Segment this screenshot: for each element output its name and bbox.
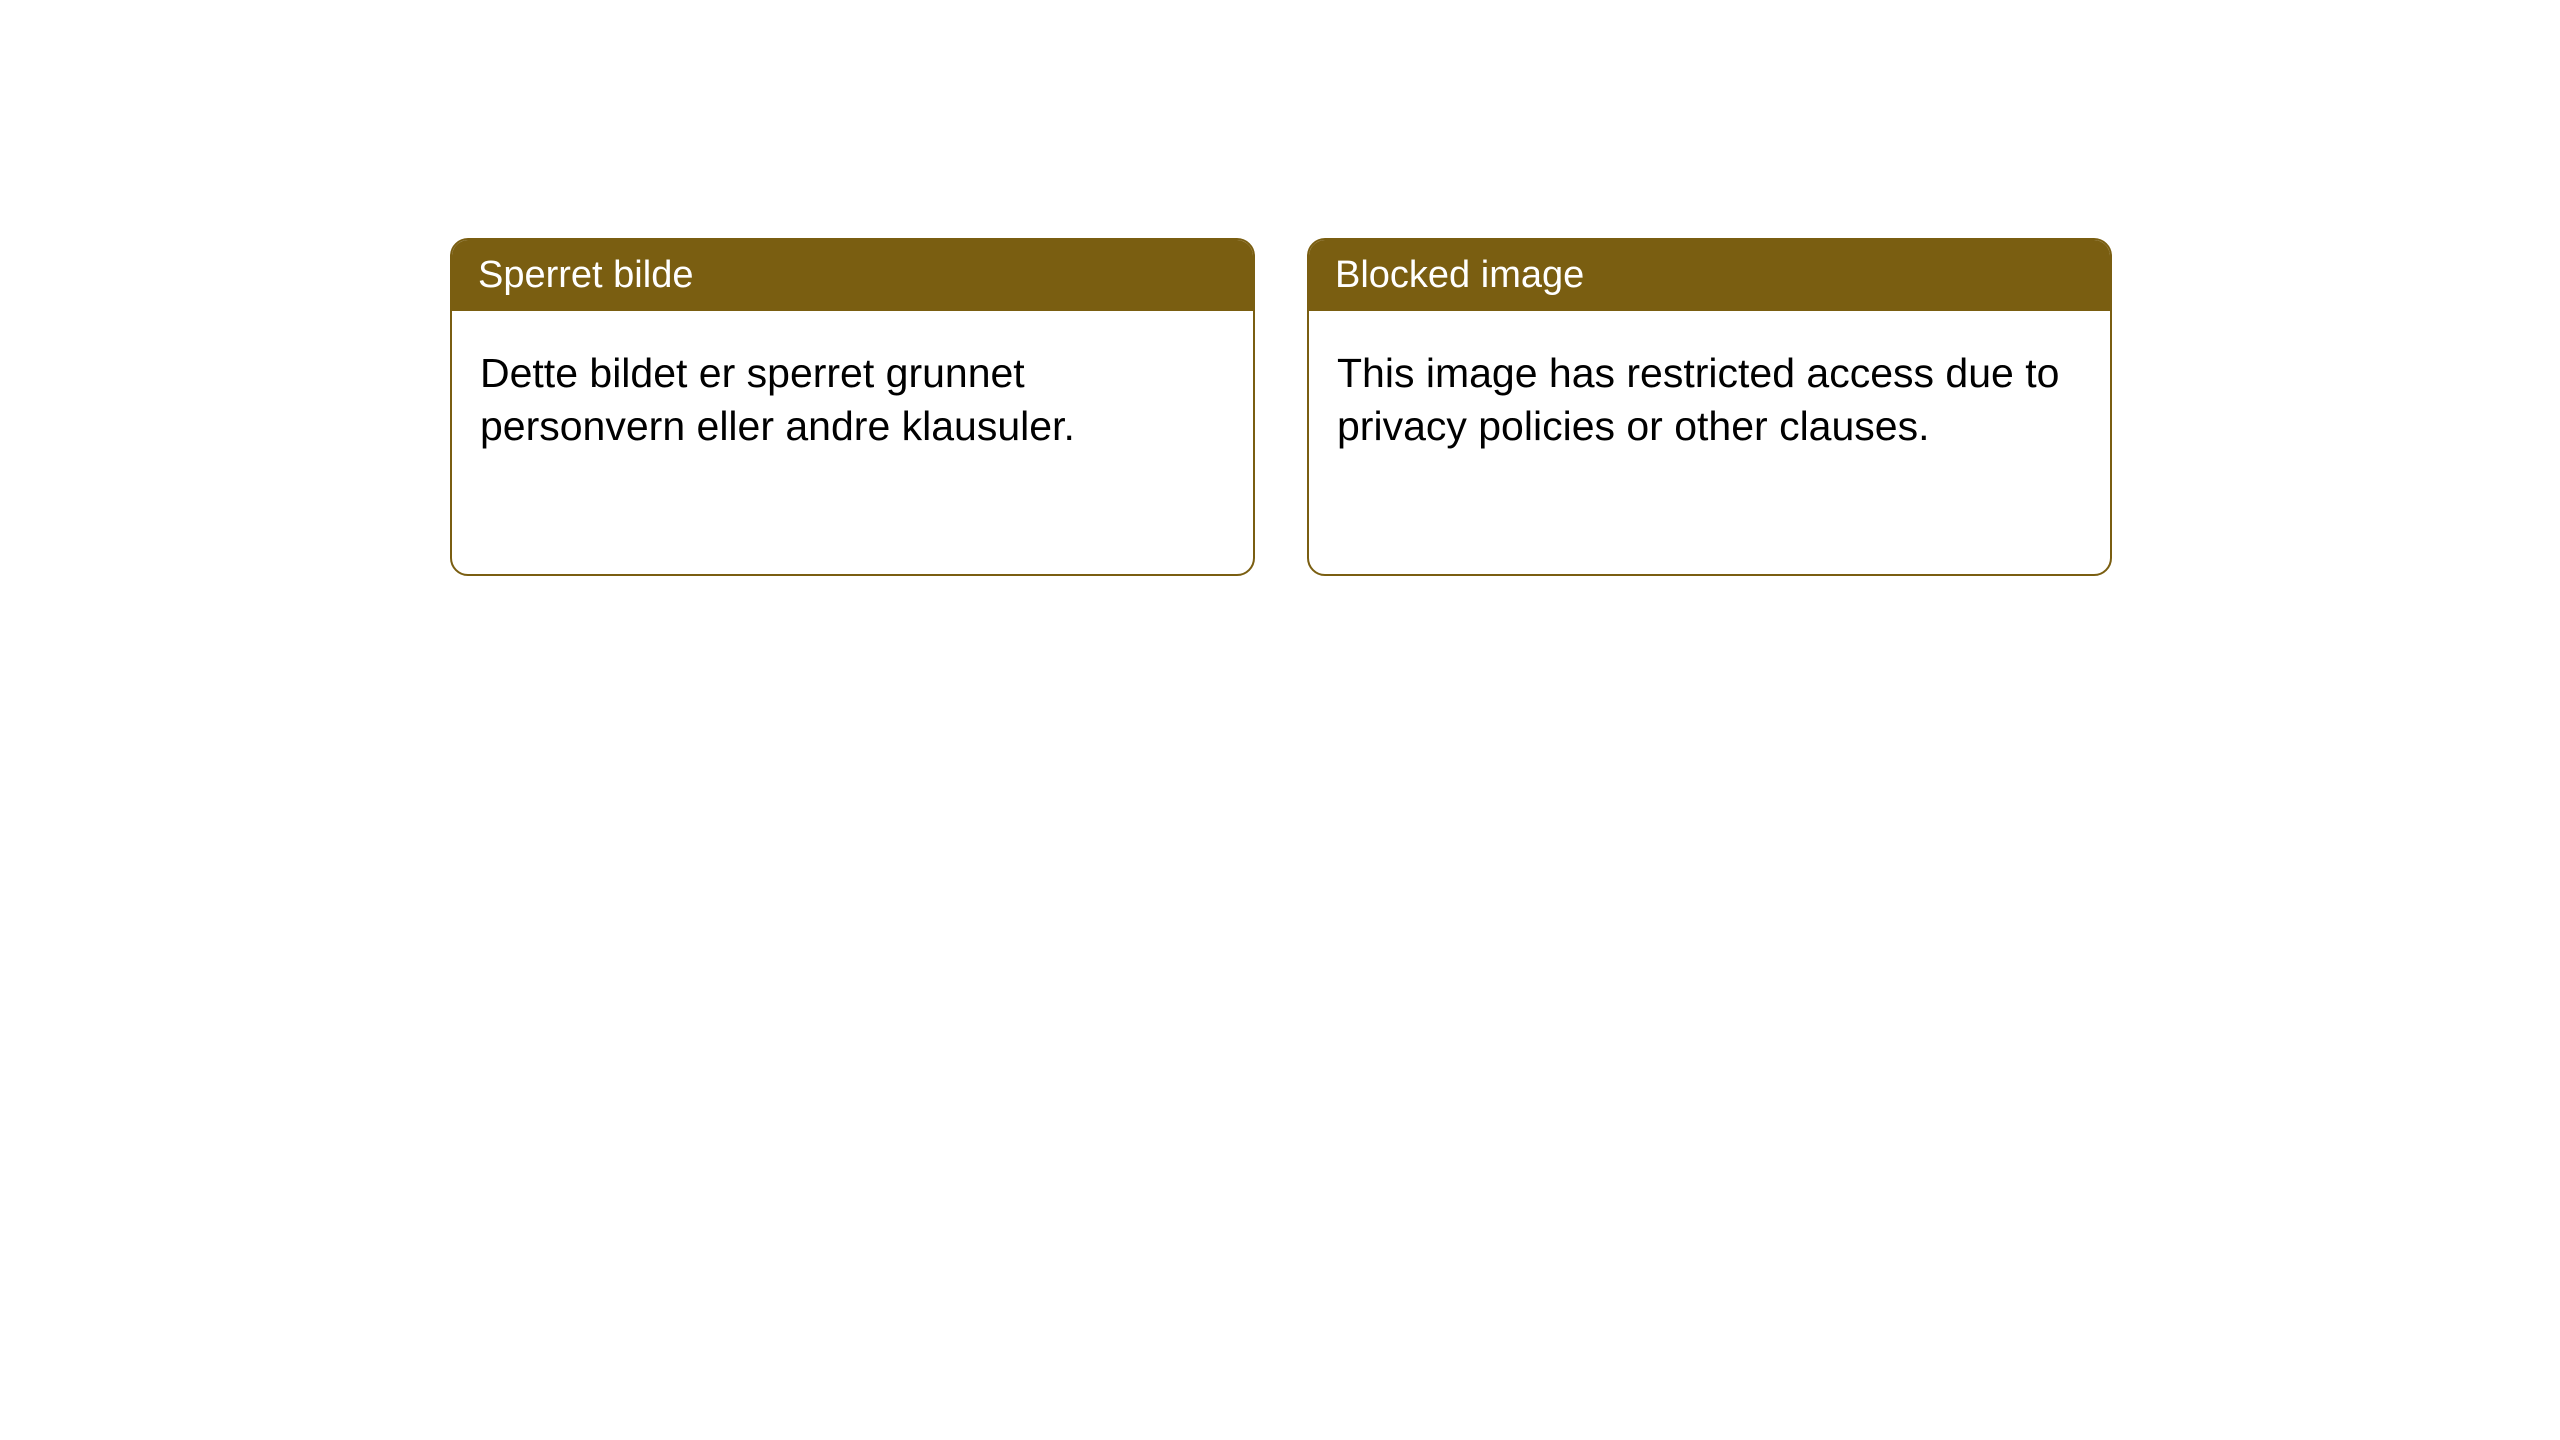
- card-header: Blocked image: [1309, 240, 2110, 311]
- card-title: Blocked image: [1335, 254, 1584, 296]
- card-body: Dette bildet er sperret grunnet personve…: [452, 311, 1253, 490]
- card-body-text: This image has restricted access due to …: [1337, 350, 2059, 449]
- blocked-image-card-english: Blocked image This image has restricted …: [1307, 238, 2112, 576]
- blocked-image-card-norwegian: Sperret bilde Dette bildet er sperret gr…: [450, 238, 1255, 576]
- card-title: Sperret bilde: [478, 254, 693, 296]
- cards-container: Sperret bilde Dette bildet er sperret gr…: [450, 238, 2112, 576]
- card-header: Sperret bilde: [452, 240, 1253, 311]
- card-body-text: Dette bildet er sperret grunnet personve…: [480, 350, 1075, 449]
- card-body: This image has restricted access due to …: [1309, 311, 2110, 490]
